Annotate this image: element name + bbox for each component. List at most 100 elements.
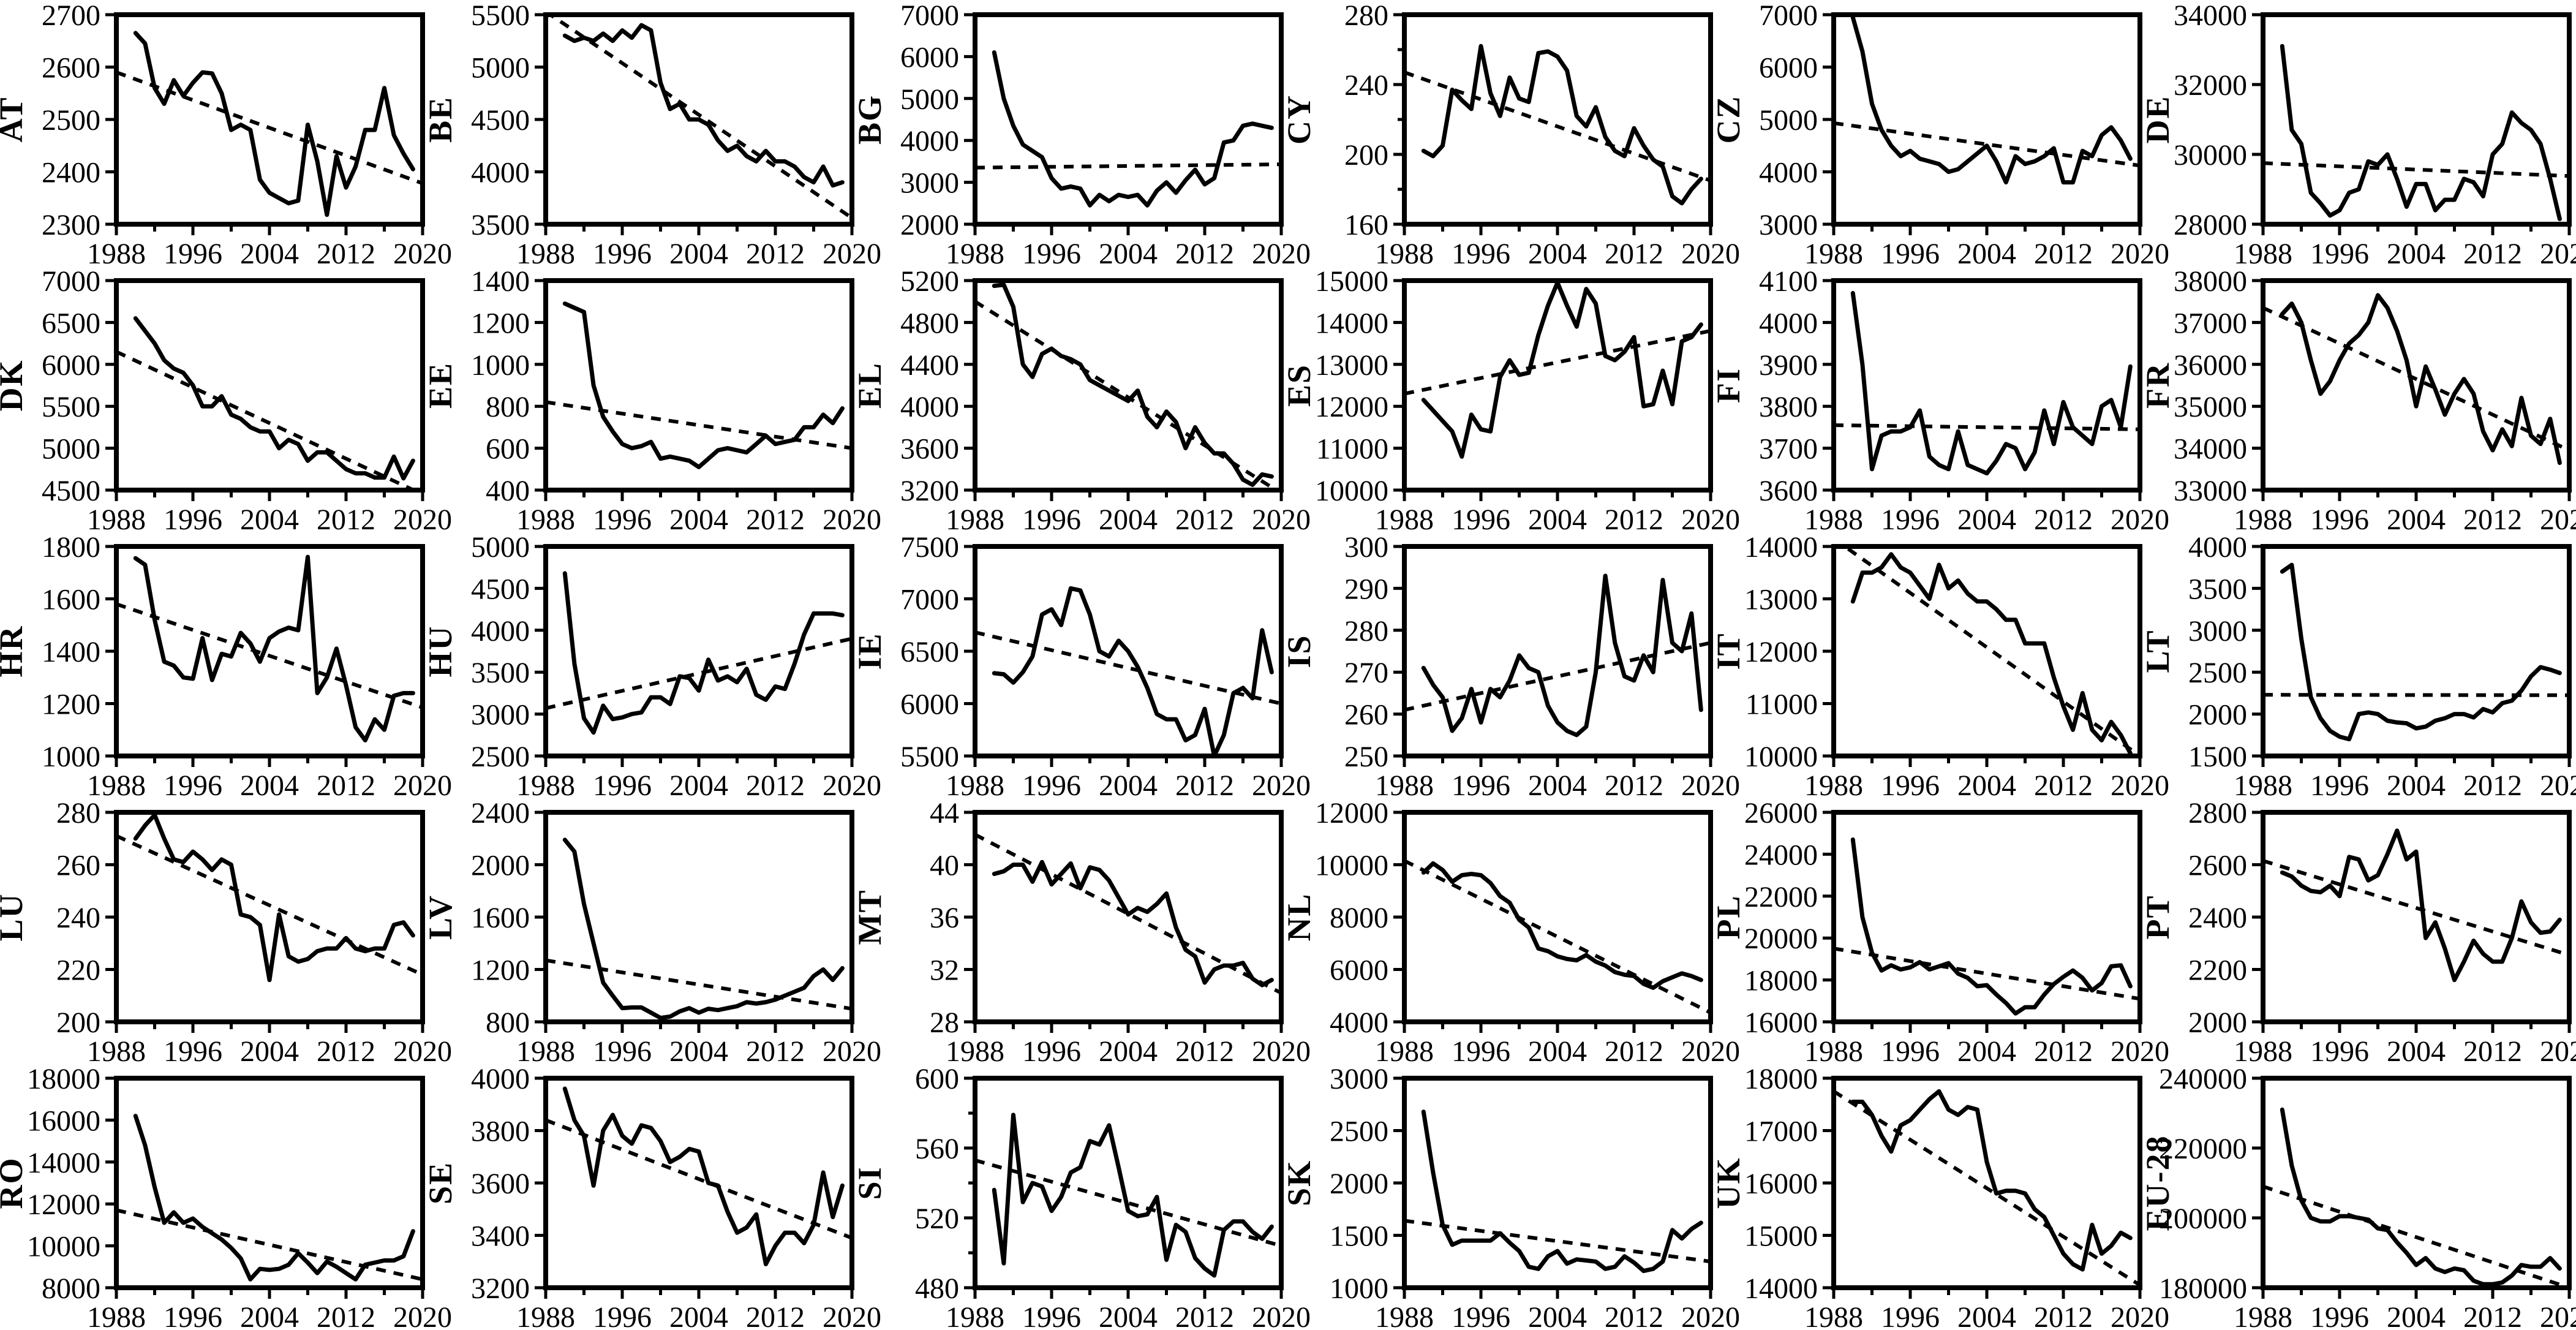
y-tick-label: 1600 bbox=[471, 902, 530, 934]
panel-title-RO: RO bbox=[0, 1157, 29, 1209]
plot-border-ES bbox=[1402, 278, 1713, 493]
y-tick-label: 3000 bbox=[2188, 615, 2247, 648]
y-tick-label: 1500 bbox=[1330, 1220, 1388, 1253]
plot-border-LT bbox=[2261, 544, 2572, 758]
chart-svg-PT: 2000 2200 2400 2600 2800 1988 1996 2004 2012 2020… bbox=[2139, 797, 2576, 1068]
chart-panel-PT: 2000 2200 2400 2600 2800 1988 1996 2004 2012 2020… bbox=[2139, 797, 2576, 1068]
chart-svg-DE: 28000 30000 32000 34000 1988 1996 2004 2012 2020… bbox=[2139, 0, 2576, 270]
x-tick-label: 2004 bbox=[1099, 1035, 1158, 1068]
plot-border-DK bbox=[114, 278, 425, 493]
x-tick-label: 2012 bbox=[2034, 769, 2093, 802]
y-tick-label: 4000 bbox=[900, 391, 959, 423]
x-tick-label: 1996 bbox=[164, 769, 222, 802]
x-tick-label: 1988 bbox=[1804, 769, 1863, 802]
y-tick-label: 3000 bbox=[900, 167, 959, 200]
panel-title-SE: SE bbox=[422, 1162, 459, 1204]
x-tick-label: 1996 bbox=[1022, 504, 1081, 536]
y-tick-label: 7500 bbox=[900, 531, 959, 564]
y-tick-label: 3500 bbox=[471, 657, 530, 689]
y-tick-label: 2000 bbox=[471, 850, 530, 882]
x-tick-label: 1988 bbox=[1375, 504, 1434, 536]
trend-line-FR bbox=[2263, 306, 2569, 452]
x-tick-label: 2004 bbox=[2387, 504, 2446, 536]
plot-border-HU bbox=[543, 544, 854, 758]
y-tick-label: 2000 bbox=[2188, 1007, 2247, 1039]
y-tick-label: 260 bbox=[56, 850, 100, 882]
x-tick-label: 1988 bbox=[1375, 769, 1434, 802]
x-tick-label: 2012 bbox=[317, 1035, 375, 1068]
y-tick-label: 18000 bbox=[1744, 1063, 1818, 1095]
y-tick-label: 4800 bbox=[900, 307, 959, 339]
panel-title-NL: NL bbox=[1281, 893, 1317, 941]
data-series-ES bbox=[1421, 281, 1703, 459]
y-tick-label: 240000 bbox=[2159, 1063, 2247, 1095]
x-tick-label: 1988 bbox=[87, 238, 146, 270]
x-tick-label: 2004 bbox=[1099, 1301, 1158, 1330]
chart-panel-DK: 4500 5000 5500 6000 6500 7000 1988 1996 2004 2012… bbox=[0, 265, 452, 536]
x-tick-label: 2012 bbox=[1605, 238, 1663, 270]
y-tick-label: 24000 bbox=[1744, 839, 1818, 871]
y-tick-label: 1600 bbox=[42, 584, 100, 616]
y-tick-label: 44 bbox=[930, 797, 959, 829]
data-series-NL bbox=[1421, 861, 1703, 990]
y-tick-label: 16000 bbox=[1744, 1007, 1818, 1039]
y-tick-label: 4000 bbox=[1759, 157, 1818, 189]
x-tick-label: 1996 bbox=[593, 1035, 652, 1068]
trend-line-SE bbox=[546, 1118, 852, 1240]
trend-line-DK bbox=[116, 350, 418, 490]
y-tick-label: 12000 bbox=[1744, 636, 1818, 668]
y-tick-label: 17000 bbox=[1744, 1116, 1818, 1148]
y-tick-label: 800 bbox=[486, 1007, 530, 1039]
x-tick-label: 2020 bbox=[823, 769, 881, 802]
y-tick-label: 250 bbox=[1344, 741, 1388, 773]
y-tick-label: 37000 bbox=[2174, 307, 2247, 339]
x-tick-label: 2004 bbox=[1957, 238, 2016, 270]
chart-panel-LT: 1500 2000 2500 3000 3500 4000 1988 1996 2004 2012… bbox=[2139, 531, 2576, 802]
data-series-IS bbox=[1421, 573, 1703, 738]
trend-line-EL bbox=[975, 300, 1280, 490]
y-tick-label: 8000 bbox=[42, 1272, 100, 1305]
y-tick-label: 34000 bbox=[2174, 433, 2247, 466]
y-tick-label: 270 bbox=[1344, 657, 1388, 689]
y-tick-label: 15000 bbox=[1744, 1220, 1818, 1253]
trend-line-IT bbox=[1841, 546, 2140, 756]
x-tick-label: 2020 bbox=[2540, 238, 2576, 270]
y-tick-label: 5500 bbox=[900, 741, 959, 773]
x-tick-label: 1988 bbox=[87, 1035, 146, 1068]
plot-border-MT bbox=[973, 810, 1284, 1024]
y-tick-label: 32 bbox=[930, 954, 959, 987]
y-tick-label: 10000 bbox=[27, 1231, 100, 1263]
chart-svg-ES: 10000 11000 12000 13000 14000 15000 1988 1996 20… bbox=[1281, 265, 1740, 536]
panel-title-LU: LU bbox=[0, 893, 29, 941]
y-tick-label: 220000 bbox=[2159, 1133, 2247, 1165]
chart-svg-SK: 1000 1500 2000 2500 3000 1988 1996 2004 2012 2020… bbox=[1281, 1063, 1740, 1330]
y-tick-label: 3700 bbox=[1759, 433, 1818, 466]
x-tick-label: 2012 bbox=[1175, 1035, 1234, 1068]
plot-border-EL bbox=[973, 278, 1284, 493]
chart-panel-AT: 2300 2400 2500 2600 2700 1988 1996 2004 2012 2020… bbox=[0, 0, 452, 270]
trend-line-AT bbox=[116, 70, 423, 186]
trend-line-CZ bbox=[1834, 121, 2140, 168]
y-tick-label: 1200 bbox=[471, 954, 530, 987]
x-tick-label: 2012 bbox=[746, 1301, 805, 1330]
y-tick-label: 4100 bbox=[1759, 265, 1818, 298]
panel-title-FR: FR bbox=[2139, 362, 2176, 409]
chart-panel-CZ: 3000 4000 5000 6000 7000 1988 1996 2004 2012 2020… bbox=[1710, 0, 2169, 270]
y-tick-label: 2000 bbox=[2188, 699, 2247, 731]
x-tick-label: 2020 bbox=[393, 1035, 452, 1068]
y-tick-label: 2000 bbox=[900, 209, 959, 241]
y-tick-label: 12000 bbox=[27, 1188, 100, 1221]
y-tick-label: 18000 bbox=[27, 1063, 100, 1095]
y-tick-label: 3000 bbox=[1759, 209, 1818, 241]
x-tick-label: 1996 bbox=[593, 769, 652, 802]
y-tick-label: 280 bbox=[1344, 0, 1388, 32]
panel-title-ES: ES bbox=[1281, 364, 1317, 407]
x-tick-label: 1988 bbox=[516, 1301, 575, 1330]
x-tick-label: 1988 bbox=[516, 769, 575, 802]
chart-panel-SE: 3200 3400 3600 3800 4000 1988 1996 2004 2012 2020… bbox=[422, 1063, 881, 1330]
y-tick-label: 1200 bbox=[42, 689, 100, 721]
y-tick-label: 7000 bbox=[900, 0, 959, 32]
chart-panel-IE: 5500 6000 6500 7000 7500 1988 1996 2004 2012 2020… bbox=[851, 531, 1311, 802]
x-tick-label: 1996 bbox=[593, 1301, 652, 1330]
y-tick-label: 4000 bbox=[1759, 307, 1818, 339]
